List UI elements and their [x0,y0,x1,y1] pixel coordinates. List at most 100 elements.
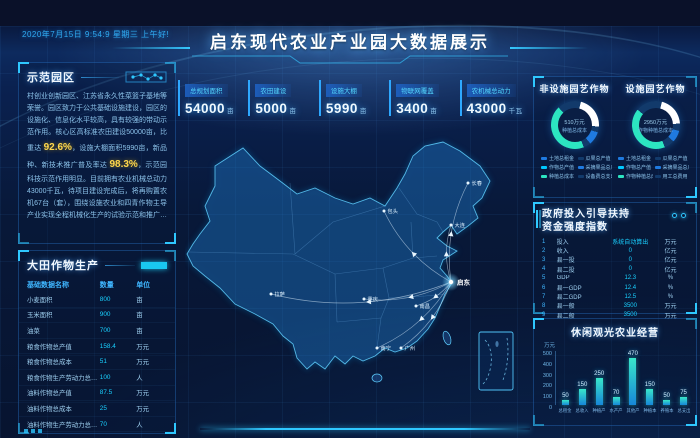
legend-label: 用工总费用 [662,174,688,180]
donut-chart-facility[interactable]: 2950万元 作物种植总成本 [631,101,680,149]
legend-item[interactable]: 土地总租金 [618,155,653,162]
legend-label: 瓜果总产值 [585,156,611,162]
bar-value-label: 50 [663,392,671,399]
row-index: 8 [542,302,546,309]
y-axis: 0 100 200 300 400 500 [540,351,556,411]
legend-item[interactable]: 土地总租金 [541,155,576,162]
city-label: 南昌 [420,302,430,310]
row-unit: 亩 [136,312,143,320]
row-index: 6 [542,284,546,291]
row-index: 1 [542,238,546,245]
bar[interactable] [612,397,620,405]
bar[interactable] [629,358,637,405]
city-dot [362,297,366,301]
city-dot [375,346,379,350]
city-marker-大连[interactable]: 大连 [449,221,466,229]
panel-leisure: 休闲观光农业经营 万元 0 100 200 300 400 500 50 150 250 70 4… [533,318,697,426]
datetime-text: 2020年7月15日 9:54:9 星期三 上午好! [22,30,170,39]
row-value: 12.5 [624,293,637,300]
bar[interactable] [663,399,671,405]
legend-item[interactable]: 设备费总支出 [577,173,612,180]
table-row: 9 县二般 3500 万元 [534,311,696,320]
legend-label: 土地总租金 [626,156,652,162]
legend-swatch [618,157,624,160]
legend-swatch [618,175,624,178]
legend-item[interactable]: 采摘果品总产值 [577,164,612,171]
bar[interactable] [561,399,569,405]
highlight-percent: 98.3% [109,159,138,171]
legend-item[interactable]: 瓜果总产值 [577,155,613,162]
legend-item[interactable]: 用工总费用 [654,173,690,180]
bar-value-label: 75 [680,389,687,396]
stat-unit: 亩 [359,108,367,115]
row-unit: 亿元 [664,258,677,265]
row-unit: 亩 [136,327,143,335]
legend-swatch [577,175,584,178]
bar-group: 470 [625,351,641,405]
bar-value-label: 150 [644,381,655,388]
city-marker-长春[interactable]: 长春 [466,179,482,187]
row-value: 系统自动算出 [612,240,649,247]
row-name: 玉米面积 [27,312,53,320]
title-left-line [112,47,190,49]
city-label: 广州 [405,344,415,352]
field-table-body: 小麦面积 800 亩玉米面积 900 亩油菜 700 亩粮食作物总产值 158.4 万元 粮食作物… [19,292,175,433]
panel-government: 政府投入引导扶持 资金强度指数 1 投入 系统自动算出 万元 2 收入 0 亿元 3 县一投 0 亿元… [533,202,697,320]
city-marker-南宁[interactable]: 南宁 [375,344,391,352]
legend-item[interactable]: 作物总产值 [618,164,653,171]
stat-value: 5990 亩 [325,101,367,116]
x-tick-label: 种植本 [643,409,657,414]
bar-value-label: 150 [577,381,588,388]
stat-card: 设施大棚 5990 亩 [318,80,387,116]
row-name: 油菜 [27,327,40,335]
corner-dashes-decoration [24,429,44,433]
x-tick-label: 总租金 [558,409,572,414]
stat-unit: 亩 [227,108,235,115]
legend-item[interactable]: 种植总成本 [541,173,576,180]
table-row: 油料作物总产值 87.5 万元 [19,386,175,402]
table-row: 油料作物生产劳动力总… 70 人 [19,417,175,433]
city-marker-拉萨[interactable]: 拉萨 [269,290,285,298]
legend-item[interactable]: 采摘果品总产值 [654,164,689,171]
bar-group: 250 [591,351,607,405]
city-dot [466,181,470,185]
field-table-header: 基础数据名称 数量 单位 [19,277,175,292]
title-rule [81,76,119,78]
legend-label: 土地总租金 [549,156,575,162]
bar[interactable] [595,378,603,405]
row-name: 县一投 [556,258,575,265]
city-label: 包头 [388,207,398,215]
stat-value: 54000 亩 [185,101,235,116]
panel-horticulture: 非设施园艺作物 设施园艺作物 510万元 种植总成本 2950万元 作物种植总成… [533,76,697,198]
row-name: 县一般 [556,304,575,311]
city-dot [399,346,403,350]
bar-plot: 50 150 250 70 470 150 50 75 [557,351,692,405]
row-name: 县一GDP [556,286,582,293]
bar[interactable] [646,388,654,405]
legend-item[interactable]: 作物总产值 [541,164,576,171]
city-marker-启东[interactable]: 启东 [442,273,471,291]
donut-unit: 万元 [656,120,668,126]
bar[interactable] [578,388,586,405]
row-unit: % [667,284,674,291]
city-marker-广州[interactable]: 广州 [399,344,415,352]
donut-sublabel: 种植总成本 [561,128,587,134]
city-marker-南昌[interactable]: 南昌 [414,302,430,310]
page-title: 启东现代农业产业园大数据展示 [210,33,490,52]
table-row: 6 县一GDP 12.4% [534,283,696,293]
table-row: 粮食作物总成本 51 万元 [19,354,175,370]
city-marker-重庆[interactable]: 重庆 [362,295,378,303]
row-value: 800 [99,295,111,303]
row-name: 粮食作物总成本 [27,359,72,367]
stat-label: 农田建设 [255,83,292,97]
donut-chart-nonfacility[interactable]: 510万元 种植总成本 [550,101,599,149]
city-marker-包头[interactable]: 包头 [382,207,398,215]
bar[interactable] [680,396,688,405]
city-label: 长春 [472,179,482,187]
top-dark-band [0,0,700,26]
bar-group: 70 [608,351,624,405]
legend-item[interactable]: 作物种植总成本 [618,173,653,180]
plane-arrow-icon [443,251,450,257]
legend-item[interactable]: 瓜果总产值 [654,155,690,162]
